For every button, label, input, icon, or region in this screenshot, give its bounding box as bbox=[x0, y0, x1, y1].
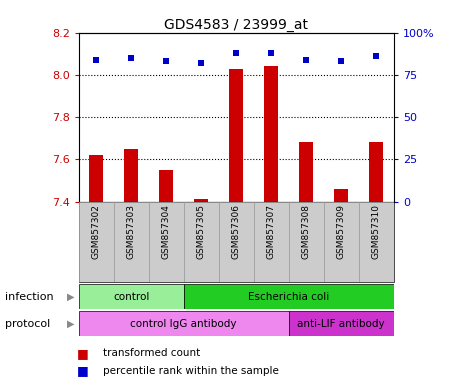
Bar bbox=[184, 202, 219, 282]
Bar bbox=[89, 155, 103, 202]
Point bbox=[338, 58, 345, 65]
Point bbox=[162, 58, 170, 65]
Bar bbox=[264, 66, 278, 202]
Point bbox=[373, 53, 380, 60]
Bar bbox=[219, 202, 254, 282]
Text: ■: ■ bbox=[77, 364, 89, 377]
Text: GSM857304: GSM857304 bbox=[162, 204, 171, 259]
Text: GSM857303: GSM857303 bbox=[127, 204, 136, 259]
Text: GSM857309: GSM857309 bbox=[337, 204, 346, 259]
Bar bbox=[254, 202, 289, 282]
Bar bbox=[159, 170, 173, 202]
Title: GDS4583 / 23999_at: GDS4583 / 23999_at bbox=[164, 18, 308, 31]
Point bbox=[128, 55, 135, 61]
Bar bbox=[184, 284, 394, 309]
Text: GSM857302: GSM857302 bbox=[92, 204, 101, 259]
Bar bbox=[149, 202, 184, 282]
Text: GSM857306: GSM857306 bbox=[232, 204, 241, 259]
Bar bbox=[299, 142, 313, 202]
Bar bbox=[334, 189, 348, 202]
Bar bbox=[289, 202, 324, 282]
Point bbox=[303, 56, 310, 63]
Bar bbox=[124, 149, 138, 202]
Point bbox=[233, 50, 240, 56]
Bar bbox=[79, 202, 114, 282]
Bar bbox=[369, 142, 383, 202]
Text: protocol: protocol bbox=[4, 318, 50, 329]
Text: transformed count: transformed count bbox=[104, 348, 201, 358]
Text: ▶: ▶ bbox=[67, 291, 74, 302]
Text: control: control bbox=[113, 291, 149, 302]
Text: infection: infection bbox=[4, 291, 53, 302]
Point bbox=[268, 50, 275, 56]
Bar bbox=[114, 202, 149, 282]
Text: GSM857308: GSM857308 bbox=[302, 204, 311, 259]
Text: percentile rank within the sample: percentile rank within the sample bbox=[104, 366, 279, 376]
Bar bbox=[229, 68, 243, 202]
Text: GSM857310: GSM857310 bbox=[372, 204, 381, 259]
Bar bbox=[79, 311, 289, 336]
Text: anti-LIF antibody: anti-LIF antibody bbox=[297, 318, 385, 329]
Text: GSM857307: GSM857307 bbox=[267, 204, 276, 259]
Point bbox=[93, 56, 100, 63]
Bar bbox=[194, 199, 208, 202]
Text: ■: ■ bbox=[77, 347, 89, 360]
Text: ▶: ▶ bbox=[67, 318, 74, 329]
Bar bbox=[79, 284, 184, 309]
Point bbox=[198, 60, 205, 66]
Text: GSM857305: GSM857305 bbox=[197, 204, 206, 259]
Bar bbox=[359, 202, 394, 282]
Text: control IgG antibody: control IgG antibody bbox=[130, 318, 237, 329]
Bar bbox=[289, 311, 394, 336]
Text: Escherichia coli: Escherichia coli bbox=[248, 291, 329, 302]
Bar bbox=[324, 202, 359, 282]
